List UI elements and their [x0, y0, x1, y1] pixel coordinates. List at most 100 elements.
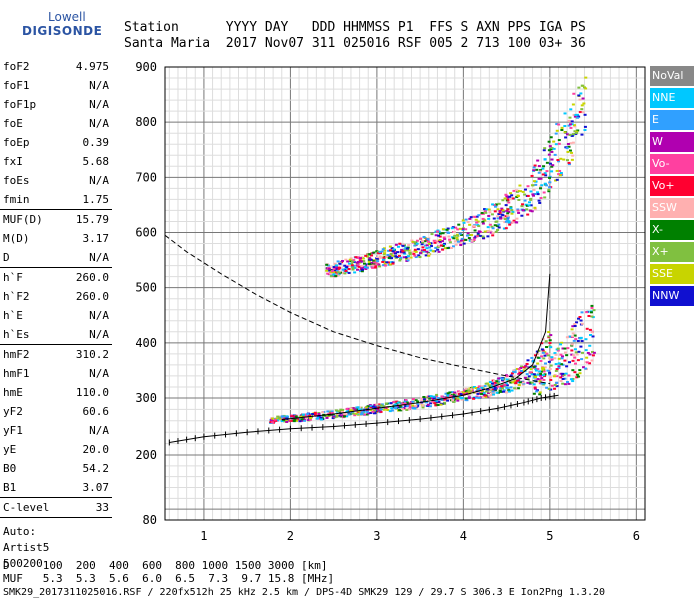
echo-point	[573, 130, 577, 133]
echo-point	[389, 253, 393, 256]
echo-point	[533, 192, 537, 195]
echo-point	[434, 404, 438, 407]
param-separator	[0, 344, 112, 345]
echo-point	[490, 388, 494, 391]
echo-point	[330, 411, 334, 414]
echo-point	[383, 252, 387, 255]
echo-point	[572, 339, 576, 342]
echo-point	[407, 408, 411, 411]
echo-point	[490, 225, 494, 228]
echo-point	[332, 266, 336, 269]
echo-point	[567, 374, 571, 377]
echo-point	[362, 260, 366, 263]
echo-point	[543, 158, 547, 161]
echo-point	[368, 404, 372, 407]
echo-point	[530, 365, 534, 368]
echo-point	[378, 251, 382, 254]
echo-point	[588, 353, 592, 356]
param-value: 110.0	[75, 386, 109, 399]
echo-point	[516, 195, 520, 198]
echo-point	[571, 354, 575, 357]
header-row-values: Santa Maria 2017 Nov07 311 025016 RSF 00…	[124, 36, 586, 51]
echo-point	[550, 165, 554, 168]
echo-point	[563, 347, 567, 350]
echo-point	[398, 242, 402, 245]
echo-point	[438, 238, 442, 241]
echo-point	[549, 378, 553, 381]
echo-point	[548, 145, 552, 148]
echo-point	[520, 205, 524, 208]
echo-point	[380, 250, 384, 253]
param-row: foF1 N/A	[0, 76, 112, 95]
echo-point	[484, 390, 488, 393]
echo-point	[542, 191, 546, 194]
echo-point	[488, 381, 492, 384]
echo-point	[373, 409, 377, 412]
echo-point	[493, 386, 497, 389]
echo-point	[443, 247, 447, 250]
legend-item-w: W	[650, 132, 694, 152]
echo-point	[466, 220, 470, 223]
echo-point	[515, 367, 519, 370]
echo-point	[580, 322, 584, 325]
echo-point	[538, 382, 542, 385]
echo-point	[539, 185, 543, 188]
echo-point	[403, 402, 407, 405]
echo-point	[504, 220, 508, 223]
echo-point	[520, 214, 524, 217]
echo-point	[548, 376, 552, 379]
echo-point	[405, 249, 409, 252]
echo-point	[565, 354, 569, 357]
echo-point	[566, 143, 570, 146]
echo-point	[543, 147, 547, 150]
echo-point	[574, 113, 578, 116]
echo-point	[550, 358, 554, 361]
legend-item-xminus: X-	[650, 220, 694, 240]
echo-point	[547, 335, 551, 338]
echo-point	[536, 193, 540, 196]
echo-point	[389, 257, 393, 260]
echo-point	[468, 223, 472, 226]
echo-point	[467, 397, 471, 400]
echo-point	[386, 409, 390, 412]
echo-point	[557, 362, 561, 365]
legend-item-nne: NNE	[650, 88, 694, 108]
echo-point	[405, 256, 409, 259]
echo-point	[530, 210, 534, 213]
echo-point	[590, 315, 594, 318]
echo-point	[456, 228, 460, 231]
echo-point	[373, 261, 377, 264]
echo-point	[570, 344, 574, 347]
echo-point	[458, 227, 462, 230]
echo-point	[535, 389, 539, 392]
echo-point	[569, 108, 573, 111]
echo-point	[506, 198, 510, 201]
echo-point	[576, 359, 580, 362]
param-value: 260.0	[75, 271, 109, 284]
x-tick-label: 4	[460, 529, 467, 543]
echo-point	[361, 268, 365, 271]
echo-point	[416, 404, 420, 407]
echo-point	[388, 249, 392, 252]
echo-point	[305, 417, 309, 420]
echo-point	[290, 415, 294, 418]
echo-point	[271, 421, 275, 424]
echo-point	[515, 379, 519, 382]
echo-point	[487, 217, 491, 220]
echo-point	[504, 215, 508, 218]
echo-point	[571, 380, 575, 383]
echo-point	[540, 342, 544, 345]
echo-point	[547, 188, 551, 191]
echo-point	[584, 349, 588, 352]
echo-point	[568, 133, 572, 136]
echo-point	[368, 253, 372, 256]
echo-point	[446, 399, 450, 402]
echo-point	[388, 245, 392, 248]
echo-point	[331, 417, 335, 420]
echo-point	[559, 157, 563, 160]
echo-point	[526, 377, 530, 380]
echo-point	[548, 373, 552, 376]
echo-point	[398, 259, 402, 262]
echo-point	[521, 381, 525, 384]
echo-point	[526, 381, 530, 384]
